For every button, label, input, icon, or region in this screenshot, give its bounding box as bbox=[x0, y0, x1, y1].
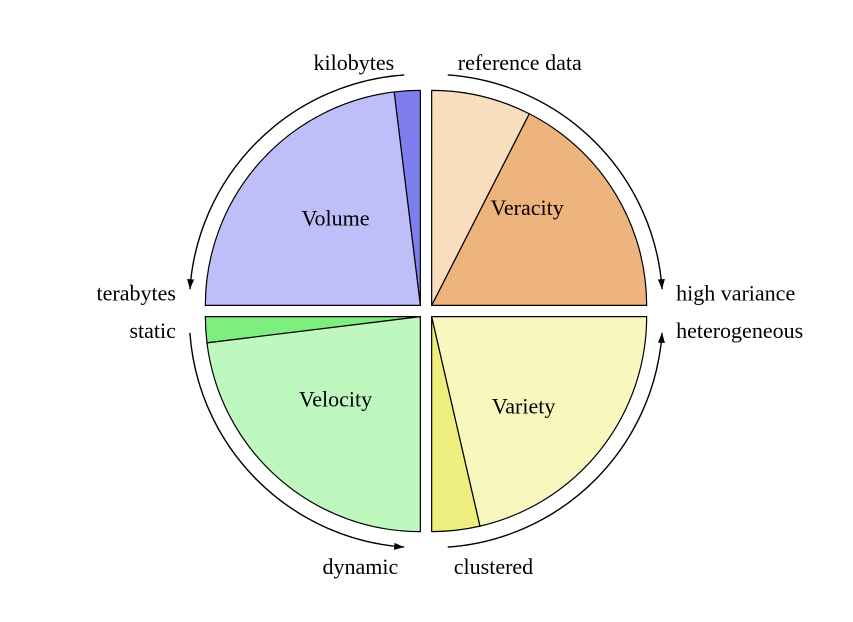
quadrant-label-variety: Variety bbox=[492, 394, 556, 419]
four-v-diagram: Veracity high variance reference data Volum… bbox=[0, 0, 853, 622]
arc-label-end-variety: heterogeneous bbox=[676, 318, 803, 343]
slice-volume-1 bbox=[205, 92, 420, 305]
quadrant-variety: Variety clustered heterogeneous bbox=[432, 317, 803, 579]
arc-label-end-velocity: dynamic bbox=[322, 554, 398, 579]
quadrant-veracity: Veracity high variance reference data bbox=[432, 50, 796, 305]
quadrant-velocity: Velocity static dynamic bbox=[129, 317, 420, 579]
chart-root: Veracity high variance reference data Volum… bbox=[96, 50, 803, 579]
arc-label-start-velocity: static bbox=[129, 318, 176, 343]
quadrant-label-volume: Volume bbox=[301, 206, 369, 231]
quadrant-label-velocity: Velocity bbox=[299, 387, 372, 412]
arc-label-end-volume: terabytes bbox=[96, 280, 175, 305]
quadrant-volume: Volume kilobytes terabytes bbox=[96, 50, 420, 305]
arc-label-start-veracity: high variance bbox=[676, 280, 795, 305]
quadrant-label-veracity: Veracity bbox=[490, 195, 563, 220]
arc-label-end-veracity: reference data bbox=[458, 50, 582, 75]
slice-velocity-1 bbox=[207, 317, 420, 532]
arc-label-start-volume: kilobytes bbox=[314, 50, 395, 75]
arc-label-start-variety: clustered bbox=[454, 554, 533, 579]
